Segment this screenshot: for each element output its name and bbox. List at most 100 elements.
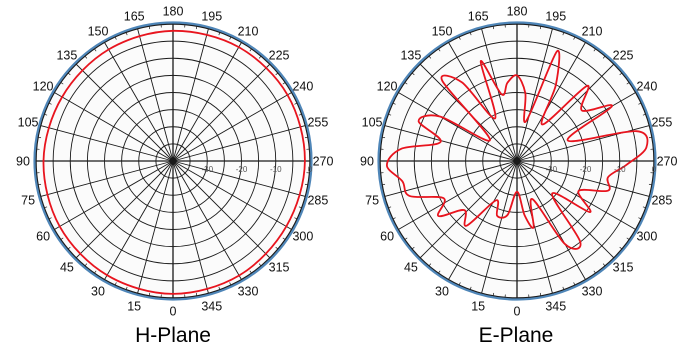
grid-spoke [172, 42, 242, 162]
grid-spoke [104, 160, 174, 280]
angle-tick-label: 345 [201, 299, 222, 313]
grid-spoke [516, 42, 586, 162]
angle-tick-label: 315 [269, 261, 290, 275]
minor-tick [84, 263, 88, 267]
grid-spoke [384, 160, 518, 197]
radial-tick-label: -10 [270, 165, 282, 174]
minor-tick [388, 113, 392, 116]
minor-tick [602, 55, 606, 59]
angle-tick-label: 120 [377, 80, 398, 94]
minor-tick [38, 136, 42, 139]
grid-spoke [104, 42, 174, 162]
minor-tick [304, 136, 308, 139]
minor-tick [304, 183, 308, 186]
minor-tick [125, 286, 128, 290]
grid-spoke [137, 160, 174, 294]
h-plane-caption: H-Plane [135, 324, 211, 347]
angle-tick-label: 0 [514, 305, 521, 319]
angle-tick-label: 345 [545, 299, 566, 313]
minor-tick [492, 26, 495, 30]
minor-tick [218, 32, 221, 36]
minor-tick [573, 36, 576, 40]
grid-spoke [75, 63, 174, 162]
minor-tick [411, 246, 415, 250]
grid-spoke [172, 160, 271, 259]
pattern-series-line [42, 29, 306, 295]
minor-tick [84, 55, 88, 59]
grid-spoke [384, 125, 518, 162]
minor-tick [44, 206, 48, 209]
angle-tick-label: 90 [360, 155, 374, 169]
minor-tick [258, 55, 262, 59]
grid-spoke [481, 160, 518, 294]
grid-spoke [448, 160, 518, 280]
angle-tick-label: 105 [18, 116, 39, 130]
angle-tick-label: 0 [170, 305, 177, 319]
minor-tick [648, 136, 652, 139]
minor-tick [294, 102, 298, 105]
angle-tick-label: 285 [307, 193, 328, 207]
minor-tick [282, 82, 286, 85]
angle-tick-label: 285 [651, 193, 672, 207]
minor-tick [94, 48, 97, 52]
grid-spoke [172, 125, 306, 162]
minor-tick [60, 237, 64, 240]
radial-tick-label: -30 [546, 165, 558, 174]
e-plane-chart: 180 1952102252402552702853003153303450153… [360, 5, 677, 319]
h-plane-chart: 180 1952102252402552702853003153303450153… [16, 5, 333, 319]
grid-spoke [172, 63, 271, 162]
grid-spoke [40, 160, 174, 197]
minor-tick [438, 270, 441, 274]
minor-tick [404, 82, 408, 85]
minor-tick [388, 206, 392, 209]
minor-tick [392, 217, 396, 220]
minor-tick [469, 286, 472, 290]
grid-spoke [40, 125, 174, 162]
minor-tick [258, 263, 262, 267]
minor-tick [48, 102, 52, 105]
minor-tick [458, 282, 461, 286]
minor-tick [382, 183, 386, 186]
angle-tick-label: 60 [36, 230, 50, 244]
outer-ring [33, 21, 313, 301]
minor-tick [218, 286, 221, 290]
minor-tick [602, 263, 606, 267]
minor-tick [626, 237, 630, 240]
radial-tick-label: -10 [614, 165, 626, 174]
grid-spoke [448, 42, 518, 162]
angle-tick-label: 240 [636, 80, 657, 94]
minor-tick [148, 292, 151, 296]
angle-tick-label: 60 [380, 230, 394, 244]
grid-spoke [54, 160, 174, 230]
minor-tick [626, 82, 630, 85]
angle-tick-label: 300 [292, 230, 313, 244]
minor-tick [619, 246, 623, 250]
angle-tick-label: 15 [471, 299, 485, 313]
grid-spoke [172, 28, 209, 162]
minor-tick [642, 113, 646, 116]
radial-tick-label: 0 [308, 165, 313, 174]
minor-tick [148, 26, 151, 30]
angle-tick-label: 165 [468, 10, 489, 24]
grid-spoke [172, 160, 292, 230]
minor-tick [382, 136, 386, 139]
minor-tick [573, 282, 576, 286]
angle-tick-label: 330 [238, 284, 259, 298]
angle-tick-label: 45 [60, 261, 74, 275]
minor-tick [275, 72, 279, 76]
angle-tick-label: 300 [636, 230, 657, 244]
minor-tick [411, 72, 415, 76]
minor-tick [469, 32, 472, 36]
angle-tick-label: 210 [238, 25, 259, 39]
angle-tick-label: 165 [124, 10, 145, 24]
minor-tick [195, 26, 198, 30]
minor-tick [229, 282, 232, 286]
angle-tick-label: 180 [507, 5, 528, 19]
outer-ring [377, 21, 657, 301]
minor-tick [44, 113, 48, 116]
minor-tick [404, 237, 408, 240]
minor-tick [48, 217, 52, 220]
minor-tick [249, 270, 252, 274]
angle-tick-label: 75 [365, 193, 379, 207]
grid-spoke [398, 92, 518, 162]
